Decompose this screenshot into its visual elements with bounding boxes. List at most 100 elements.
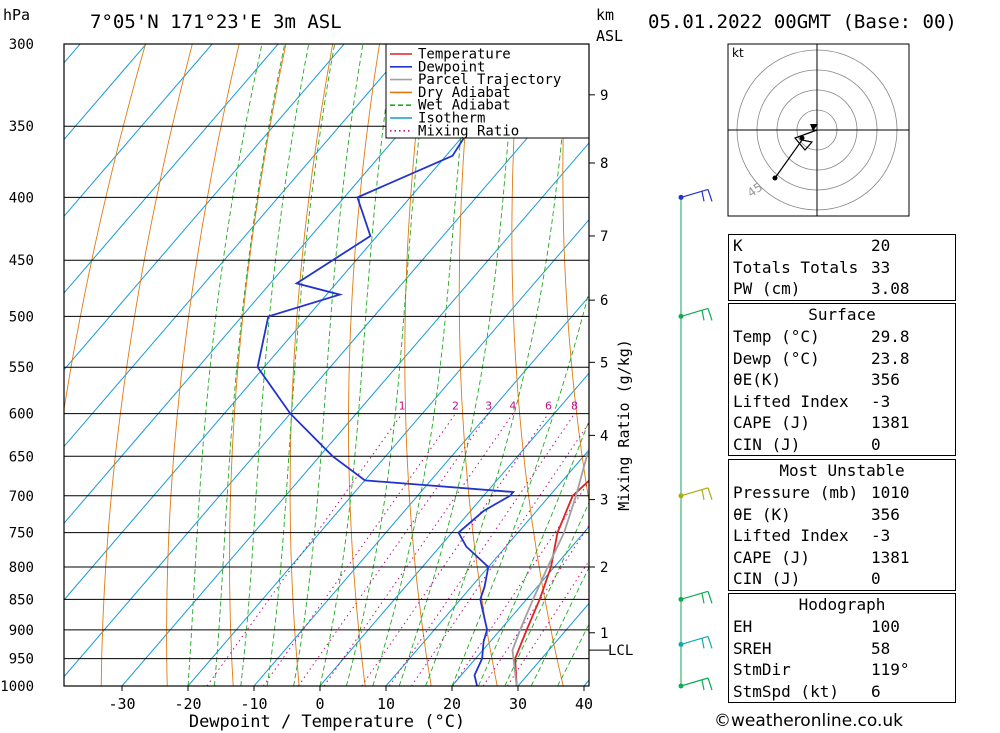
isotherm-line <box>253 295 589 686</box>
hodo-row: EH 100 <box>733 617 900 636</box>
mixing-ratio-label: 20 <box>656 400 670 413</box>
hodo-row: SREH 58 <box>733 638 891 658</box>
isotherm-line <box>385 449 589 686</box>
mixing-ratio-lines: 1 2 3 4 6 8 10 15 20 25 <box>206 400 670 686</box>
surface-row: Lifted Index -3 <box>733 391 891 411</box>
hodograph-trace <box>774 129 818 179</box>
mixing-ratio-label: 3 <box>485 400 492 413</box>
lcl-label: LCL <box>608 643 633 659</box>
x-tick-label: 40 <box>575 695 593 713</box>
wind-barb-flag <box>707 308 713 321</box>
wind-barb-flag <box>707 487 713 500</box>
asl-unit-label: ASL <box>596 27 624 45</box>
mixing-ratio-line <box>388 413 575 686</box>
pressure-tick-label: 300 <box>9 37 34 53</box>
mixing-ratio-label: 8 <box>571 400 578 413</box>
mu-row: CAPE (J) 1381 <box>733 547 910 567</box>
pressure-tick-label: 650 <box>9 449 34 465</box>
isotherm-line <box>64 44 477 524</box>
x-tick-label: 20 <box>443 695 461 713</box>
hodograph-table: Hodograph EH 100 SREH 58 StmDir 119° StmSpd… <box>728 593 956 703</box>
index-row: PW (cm) 3.08 <box>733 279 910 298</box>
location-title: 7°05'N 171°23'E 3m ASL <box>90 11 342 33</box>
km-tick-label: 8 <box>600 156 608 172</box>
x-tick-label: 10 <box>377 695 395 713</box>
pressure-tick-label: 1000 <box>0 679 34 695</box>
km-tick-label: 1 <box>600 626 608 642</box>
most-unstable-table: Most Unstable Pressure (mb) 1010 θE (K) 35… <box>728 459 956 591</box>
pressure-tick-label: 600 <box>9 407 34 423</box>
credit-link[interactable]: ©weatheronline.co.uk <box>714 711 904 731</box>
legend-item: Isotherm <box>418 111 485 127</box>
legend-item: Mixing Ratio <box>418 123 519 139</box>
wet-adiabat-line <box>293 44 364 686</box>
dry-adiabat-line <box>64 44 146 413</box>
wind-barb-shaft <box>680 635 709 646</box>
wind-barb-flag <box>701 191 705 202</box>
dewpoint-line <box>256 44 516 686</box>
wind-barb-flag <box>701 593 705 604</box>
wet-adiabat-line <box>319 44 395 686</box>
dry-adiabat-line <box>166 44 240 686</box>
legend-item: Temperature <box>418 47 511 63</box>
mixing-ratio-line <box>506 560 589 686</box>
surface-row: θE(K) 356 <box>733 370 900 389</box>
isotherm-line <box>64 44 543 601</box>
isotherm-line <box>319 372 589 686</box>
mixing-ratio-label: 2 <box>452 400 459 413</box>
isotherm-line <box>64 44 279 294</box>
mixing-ratio-label: 1 <box>399 400 406 413</box>
axis-labels: 3003504004505005506006507007508008509009… <box>0 37 633 732</box>
dry-adiabat-line <box>988 44 1000 686</box>
surface-row: Dewp (°C) 23.8 <box>733 348 910 368</box>
wind-barb-shaft <box>680 188 709 198</box>
wind-barb-flag <box>707 636 713 649</box>
pressure-unit-label: hPa <box>3 6 31 24</box>
wind-barb-flag <box>701 310 705 321</box>
isotherm-line <box>187 218 589 686</box>
dry-adiabat-line <box>100 44 193 686</box>
mu-row: Lifted Index -3 <box>733 526 891 545</box>
mixing-ratio-label: 4 <box>509 400 516 413</box>
mixing-ratio-line <box>262 413 456 686</box>
pressure-tick-label: 450 <box>9 253 34 269</box>
wind-barb-shaft <box>680 677 709 687</box>
pressure-tick-label: 750 <box>9 526 34 542</box>
km-tick-label: 4 <box>600 428 608 444</box>
indices-table: K 20 Totals Totals 33 PW (cm) 3.08 <box>728 234 956 301</box>
hodograph-table-title: Hodograph <box>798 595 886 614</box>
wind-barb-flag <box>707 677 713 691</box>
wind-barb-flag <box>707 591 713 604</box>
storm-motion-marker <box>810 124 818 131</box>
wet-adiabat-line <box>345 44 431 686</box>
wet-adiabat-line <box>240 44 310 686</box>
isotherm-line <box>64 44 411 448</box>
pressure-tick-label: 800 <box>9 560 34 576</box>
dry-adiabat-line <box>289 44 334 686</box>
isotherm-line <box>64 44 213 217</box>
km-tick-label: 5 <box>600 355 608 371</box>
pressure-tick-label: 550 <box>9 360 34 376</box>
parcel-trajectory-line <box>511 446 589 686</box>
isotherms <box>64 44 589 686</box>
wind-barb-shaft <box>680 590 709 600</box>
surface-table: Surface Temp (°C) 29.8 Dewp (°C) 23.8 θE(K… <box>728 303 956 456</box>
isotherm-line <box>121 142 589 686</box>
hodograph-point <box>772 175 778 181</box>
wind-barbs <box>678 188 713 691</box>
index-row: Totals Totals 33 <box>733 257 891 277</box>
surface-row: CAPE (J) 1381 <box>733 413 910 432</box>
legend-item: Parcel Trajectory <box>418 72 561 88</box>
km-tick-label: 3 <box>600 493 608 509</box>
isotherm-line <box>64 44 345 371</box>
x-tick-label: 0 <box>315 695 324 713</box>
wind-barb-shaft <box>680 487 709 497</box>
km-unit-label: km <box>596 6 615 24</box>
wet-adiabat-line <box>187 44 263 686</box>
wet-adiabat-line <box>213 44 286 686</box>
surface-title: Surface <box>808 305 876 324</box>
legend-box <box>385 43 590 139</box>
mixing-ratio-axis-title: Mixing Ratio (g/kg) <box>615 339 633 511</box>
